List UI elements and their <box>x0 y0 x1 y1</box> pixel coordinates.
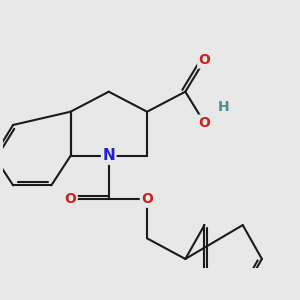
Text: H: H <box>218 100 230 114</box>
Text: N: N <box>102 148 115 164</box>
Text: O: O <box>199 53 210 67</box>
Text: O: O <box>64 193 76 206</box>
Text: O: O <box>141 193 153 206</box>
Text: O: O <box>199 116 210 130</box>
